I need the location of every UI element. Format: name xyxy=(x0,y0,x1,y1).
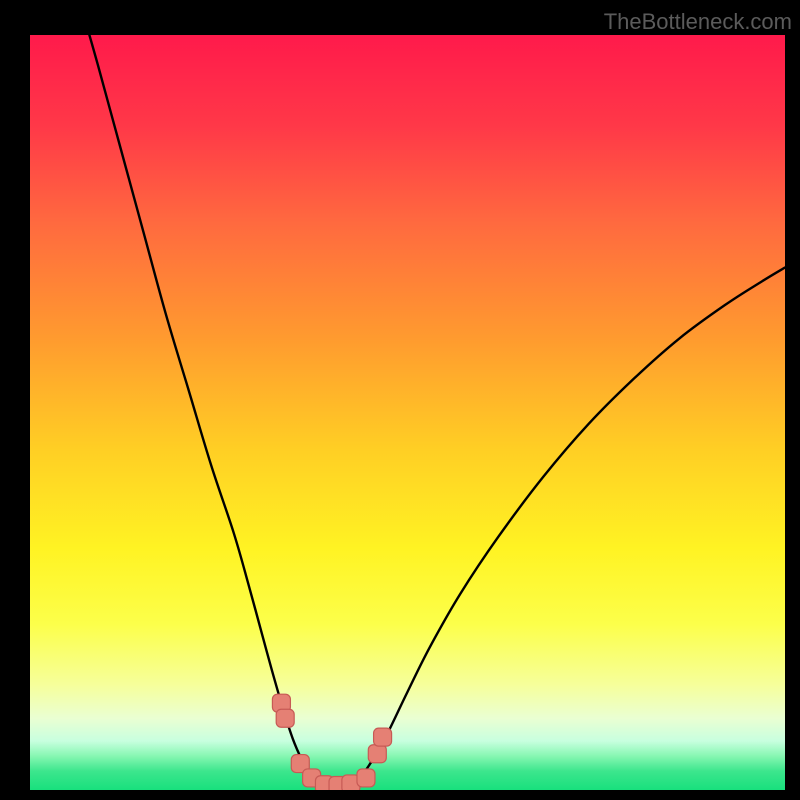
data-marker xyxy=(276,709,294,727)
data-marker xyxy=(357,769,375,787)
gradient-background xyxy=(30,35,785,790)
plot-area xyxy=(30,35,785,790)
data-marker xyxy=(374,728,392,746)
watermark-text: TheBottleneck.com xyxy=(604,9,792,35)
data-marker xyxy=(368,745,386,763)
